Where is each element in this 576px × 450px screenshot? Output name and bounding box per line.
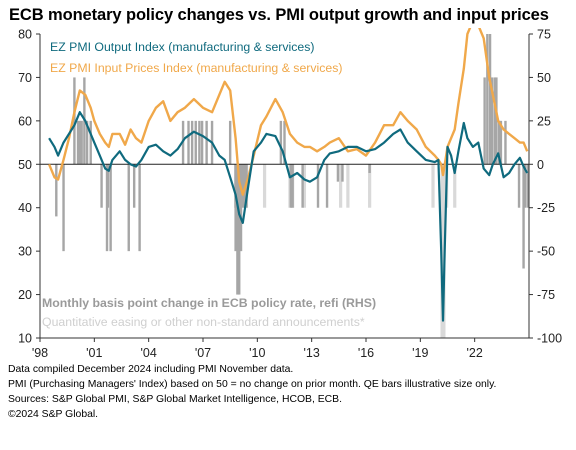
policy-rate-bar bbox=[341, 164, 344, 182]
policy-rate-bar bbox=[493, 77, 496, 165]
right-axis-tick-label: -50 bbox=[537, 245, 555, 259]
policy-rate-bar bbox=[73, 77, 76, 165]
policy-rate-bar bbox=[106, 164, 110, 208]
policy-rate-bar bbox=[336, 164, 340, 182]
policy-rate-bar bbox=[499, 120, 503, 165]
policy-rate-bar bbox=[200, 120, 204, 165]
qe-bar bbox=[346, 164, 350, 208]
right-axis-tick-label: 75 bbox=[537, 28, 551, 42]
chart: 10 20 30 40 50 60 70 80 -100 -75 -50 -25 0 25 50 75 '98 '… bbox=[18, 28, 562, 360]
note-data-compiled: Data compiled December 2024 including PM… bbox=[8, 364, 294, 375]
policy-rate-bar bbox=[85, 120, 89, 165]
policy-rate-bar bbox=[80, 120, 83, 165]
note-copyright: ©2024 S&P Global. bbox=[8, 409, 99, 420]
policy-rate-bar bbox=[187, 120, 190, 165]
policy-rate-bar bbox=[76, 120, 80, 165]
policy-rate-bar bbox=[205, 120, 208, 165]
legend-qe: Quantitative easing or other non-standar… bbox=[42, 315, 365, 329]
left-axis-tick-label: 50 bbox=[18, 158, 32, 172]
x-axis-tick-label: '19 bbox=[412, 346, 428, 360]
legend-output-index: EZ PMI Output Index (manufacturing & ser… bbox=[50, 40, 315, 54]
policy-rate-bar bbox=[483, 77, 486, 165]
policy-rate-bar bbox=[239, 164, 243, 252]
x-axis-tick-label: '10 bbox=[249, 346, 265, 360]
right-axis-tick-label: -75 bbox=[537, 288, 555, 302]
policy-rate-bar bbox=[316, 164, 320, 208]
x-axis-tick-label: '07 bbox=[195, 346, 211, 360]
right-axis-tick-label: 0 bbox=[537, 158, 544, 172]
policy-rate-bar bbox=[488, 34, 492, 165]
legend-policy-rate: Monthly basis point change in ECB policy… bbox=[42, 296, 376, 310]
output-index-line bbox=[48, 111, 529, 322]
policy-rate-bar bbox=[236, 164, 239, 295]
input-prices-line bbox=[47, 28, 529, 196]
left-axis-tick-label: 70 bbox=[18, 71, 32, 85]
policy-rate-bar bbox=[132, 164, 136, 208]
left-axis-tick-label: 20 bbox=[18, 288, 32, 302]
qe-bar bbox=[262, 164, 267, 208]
left-axis-tick-label: 10 bbox=[18, 332, 32, 346]
legend-input-prices: EZ PMI Input Prices Index (manufacturing… bbox=[50, 61, 343, 75]
qe-bar bbox=[431, 164, 435, 208]
policy-rate-bar bbox=[89, 120, 92, 165]
qe-bar bbox=[339, 164, 343, 208]
policy-rate-bar bbox=[524, 164, 527, 208]
policy-rate-bar bbox=[291, 164, 294, 208]
policy-rate-bar bbox=[279, 120, 283, 165]
policy-rate-bar bbox=[497, 120, 501, 165]
left-axis-tick-label: 40 bbox=[18, 201, 32, 215]
left-axis-tick-label: 80 bbox=[18, 28, 32, 42]
right-axis-tick-label: -100 bbox=[537, 332, 562, 346]
qe-bar bbox=[368, 164, 372, 208]
x-axis-tick-label: '13 bbox=[304, 346, 320, 360]
policy-rate-bar bbox=[526, 164, 530, 208]
policy-rate-bar bbox=[78, 120, 82, 165]
chart-title: ECB monetary policy changes vs. PMI outp… bbox=[9, 6, 549, 24]
note-pmi-definition: PMI (Purchasing Managers' Index) based o… bbox=[8, 379, 497, 390]
qe-bar bbox=[453, 164, 457, 208]
policy-rate-bar bbox=[127, 164, 130, 252]
right-axis-tick-label: 50 bbox=[537, 71, 551, 85]
x-axis-tick-label: '22 bbox=[467, 346, 483, 360]
qe-bar bbox=[302, 164, 307, 208]
policy-rate-bar bbox=[190, 120, 194, 165]
right-axis-tick-label: 25 bbox=[537, 114, 551, 128]
policy-rate-bar bbox=[495, 77, 498, 165]
x-axis-tick-label: '98 bbox=[32, 346, 48, 360]
left-axis-tick-label: 60 bbox=[18, 114, 32, 128]
policy-rate-bar bbox=[100, 164, 103, 208]
policy-rate-bar bbox=[325, 164, 329, 208]
policy-rate-bar bbox=[504, 120, 507, 165]
policy-rate-bar bbox=[198, 120, 201, 165]
policy-rate-bar bbox=[228, 120, 232, 165]
policy-rate-bar bbox=[490, 77, 494, 165]
policy-rate-bar bbox=[301, 164, 304, 208]
x-axis-tick-label: '01 bbox=[86, 346, 102, 360]
policy-rate-bar bbox=[238, 164, 241, 295]
x-axis-tick-label: '04 bbox=[141, 346, 157, 360]
policy-rate-bar bbox=[283, 120, 286, 165]
x-axis-tick-label: '16 bbox=[358, 346, 374, 360]
left-axis-tick-label: 30 bbox=[18, 245, 32, 259]
policy-rate-bar bbox=[522, 164, 525, 269]
policy-rate-bar bbox=[138, 164, 141, 252]
policy-rate-bar bbox=[289, 164, 293, 208]
note-sources: Sources: S&P Global PMI, S&P Global Mark… bbox=[8, 394, 342, 405]
policy-rate-bar bbox=[241, 164, 245, 208]
right-axis-tick-label: -25 bbox=[537, 201, 555, 215]
policy-rate-bar bbox=[55, 164, 58, 217]
policy-rate-bar bbox=[517, 164, 521, 208]
chart-notes: Data compiled December 2024 including PM… bbox=[8, 362, 568, 422]
policy-rate-bar bbox=[109, 164, 112, 252]
policy-rate-bar bbox=[194, 120, 197, 165]
policy-rate-bar bbox=[234, 164, 237, 252]
policy-rate-bar bbox=[486, 34, 489, 165]
policy-rate-bar bbox=[62, 164, 65, 252]
policy-rate-bar bbox=[368, 164, 371, 173]
